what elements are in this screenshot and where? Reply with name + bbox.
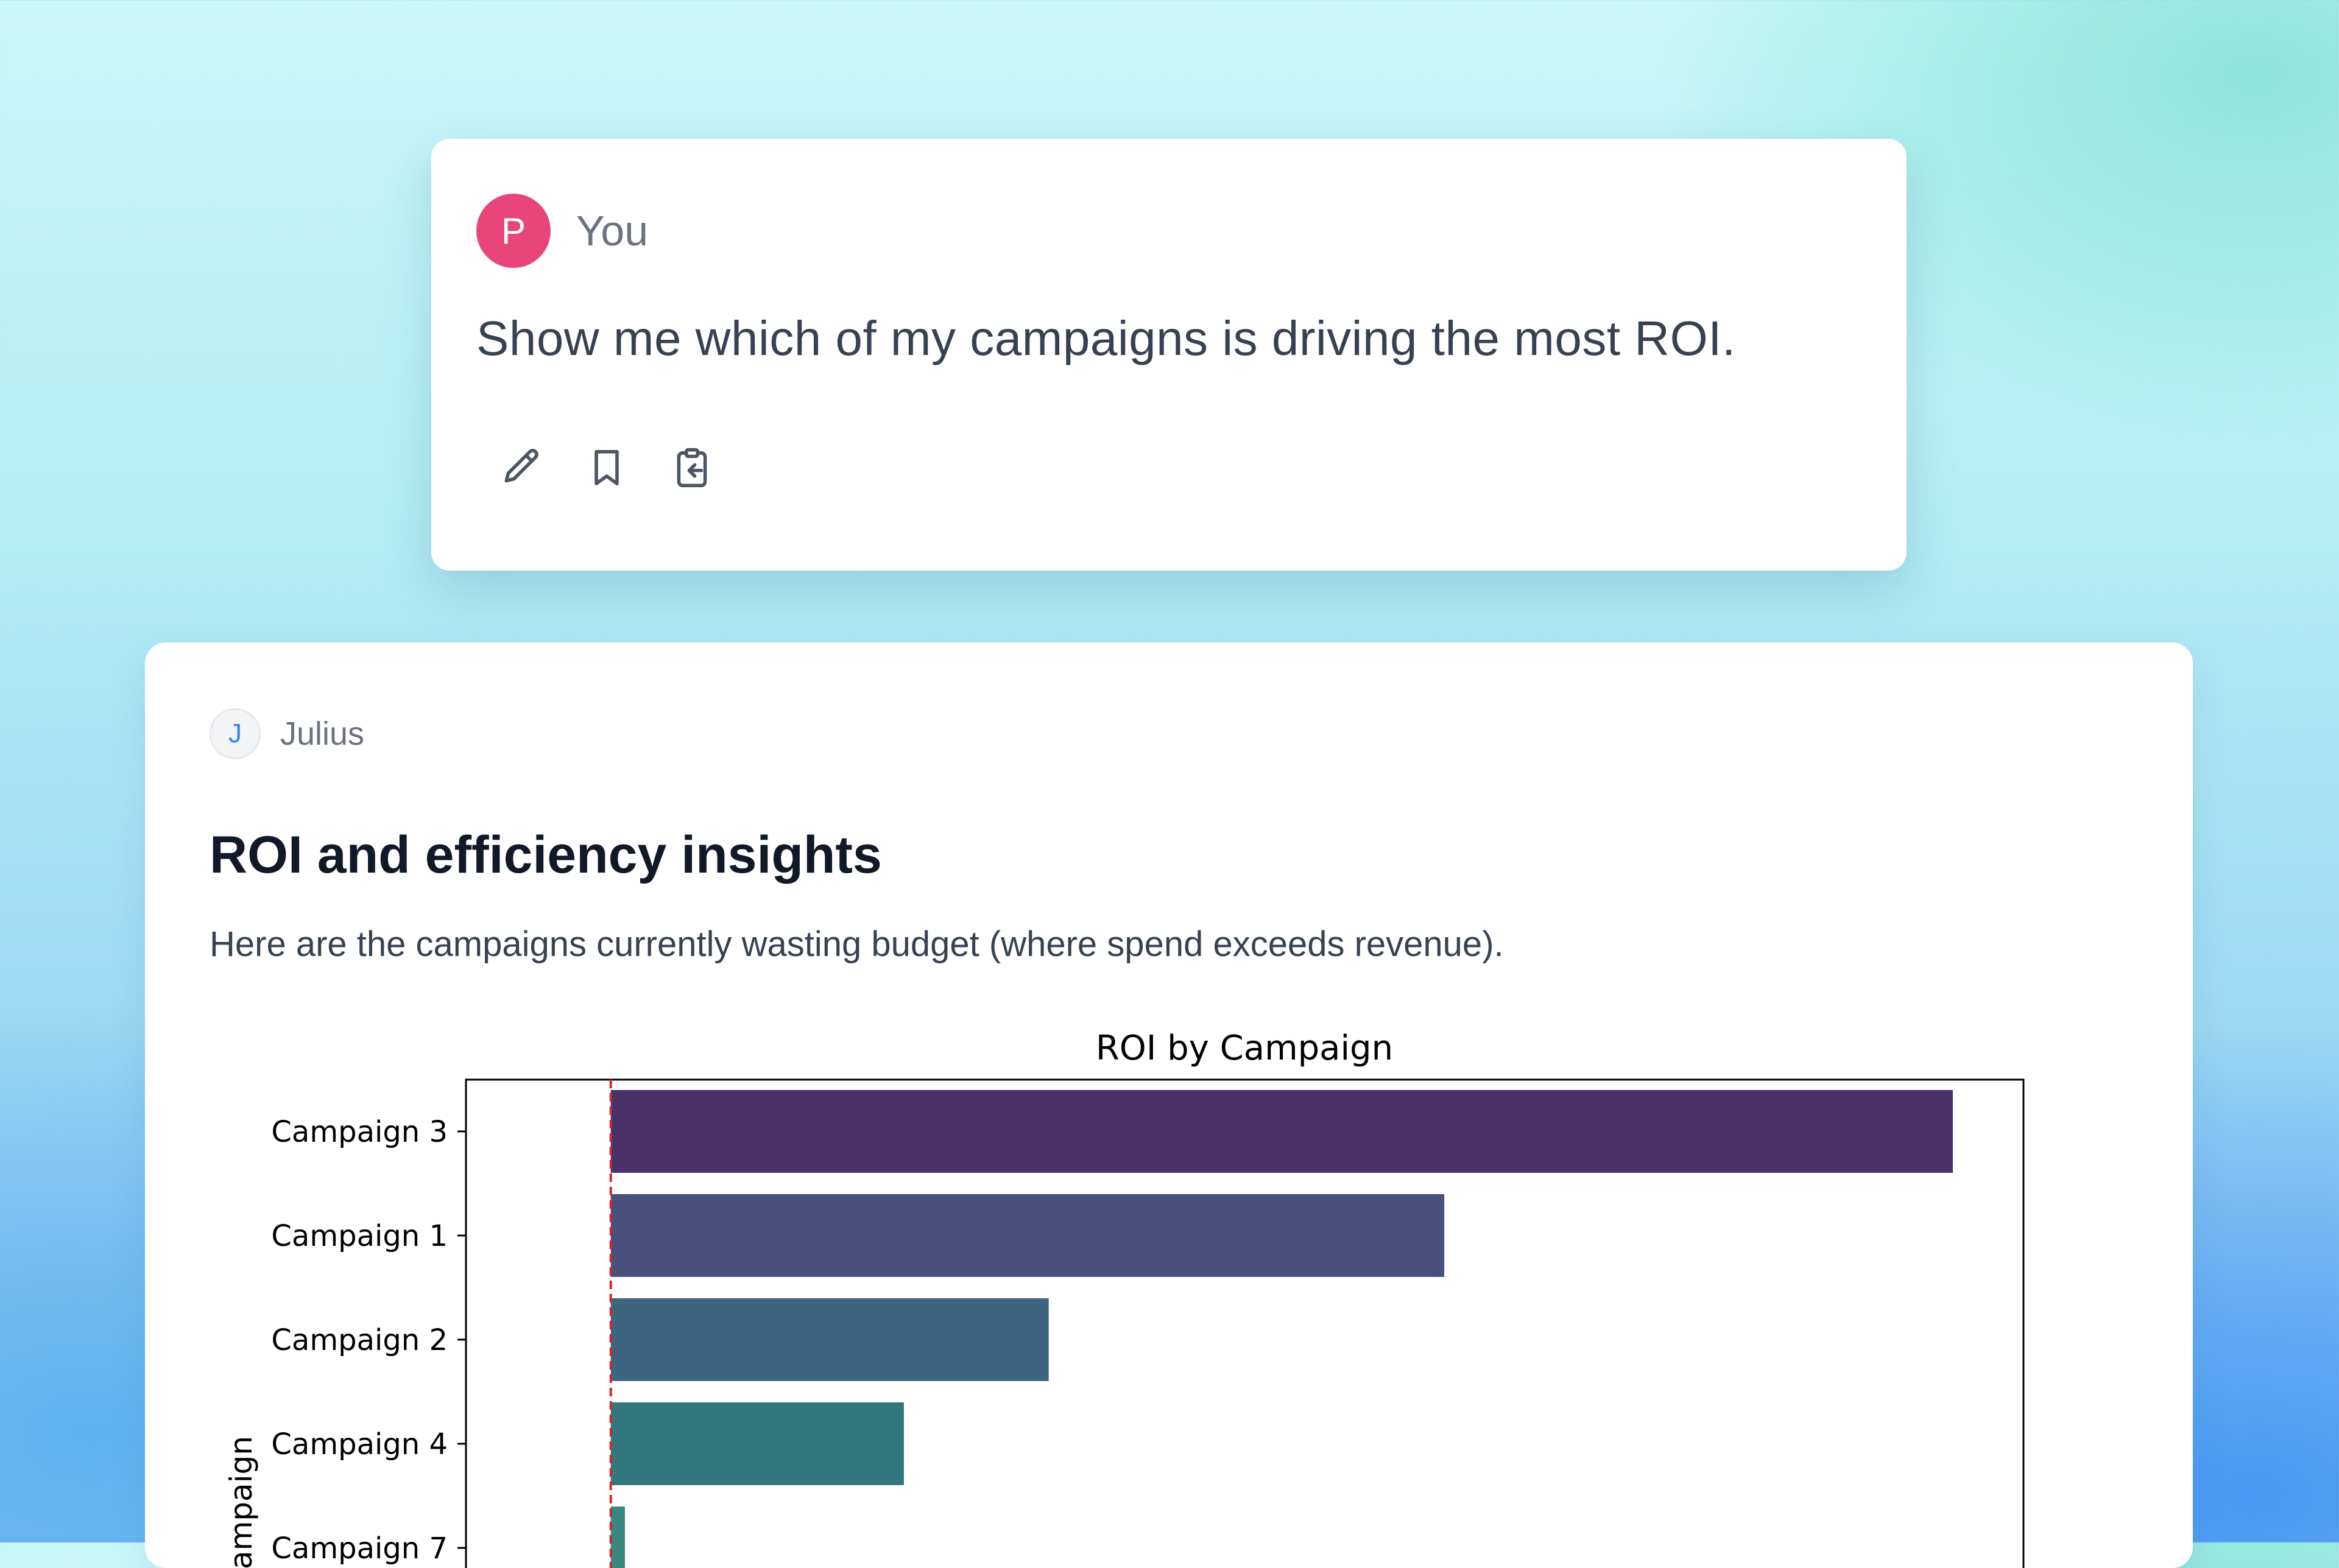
chart-title: ROI by Campaign: [1096, 1028, 1393, 1068]
y-tick-label: Campaign 4: [271, 1427, 448, 1461]
y-tick-label: Campaign 1: [271, 1219, 448, 1253]
assistant-response-card: J Julius ROI and efficiency insights Her…: [145, 642, 2193, 1568]
bar-campaign-4: [610, 1402, 904, 1485]
assistant-header: J Julius: [210, 708, 364, 759]
user-message-text: Show me which of my campaigns is driving…: [476, 311, 1736, 365]
insights-description: Here are the campaigns currently wasting…: [210, 924, 1504, 964]
assistant-avatar: J: [210, 708, 261, 759]
user-header: P You: [476, 194, 648, 268]
y-tick-label: Campaign 2: [271, 1323, 448, 1357]
bookmark-button[interactable]: [576, 437, 637, 498]
clipboard-icon: [677, 448, 707, 488]
user-avatar: P: [476, 194, 551, 268]
assistant-name: Julius: [280, 715, 365, 752]
y-tick-label: Campaign 7: [271, 1531, 448, 1566]
user-message-card: P You Show me which of my campaigns is d…: [431, 139, 1907, 571]
y-axis-label: Campaign: [224, 1436, 259, 1568]
bar-campaign-1: [610, 1194, 1445, 1277]
pencil-icon: [504, 449, 538, 483]
y-tick-label: Campaign 3: [271, 1115, 448, 1149]
bar-campaign-3: [610, 1090, 1953, 1173]
message-actions: [491, 437, 722, 498]
bar-campaign-2: [610, 1298, 1049, 1381]
user-name: You: [576, 207, 649, 255]
roi-bar-chart: ROI by Campaign Campaign 3 Campaign 1 Camp…: [224, 1028, 2025, 1568]
edit-button[interactable]: [491, 437, 552, 498]
insights-title: ROI and efficiency insights: [210, 826, 882, 884]
bookmark-icon: [594, 450, 619, 485]
chart-plot-area: [465, 1078, 2025, 1568]
copy-to-clipboard-button[interactable]: [661, 437, 722, 498]
bar-campaign-7: [610, 1506, 625, 1568]
